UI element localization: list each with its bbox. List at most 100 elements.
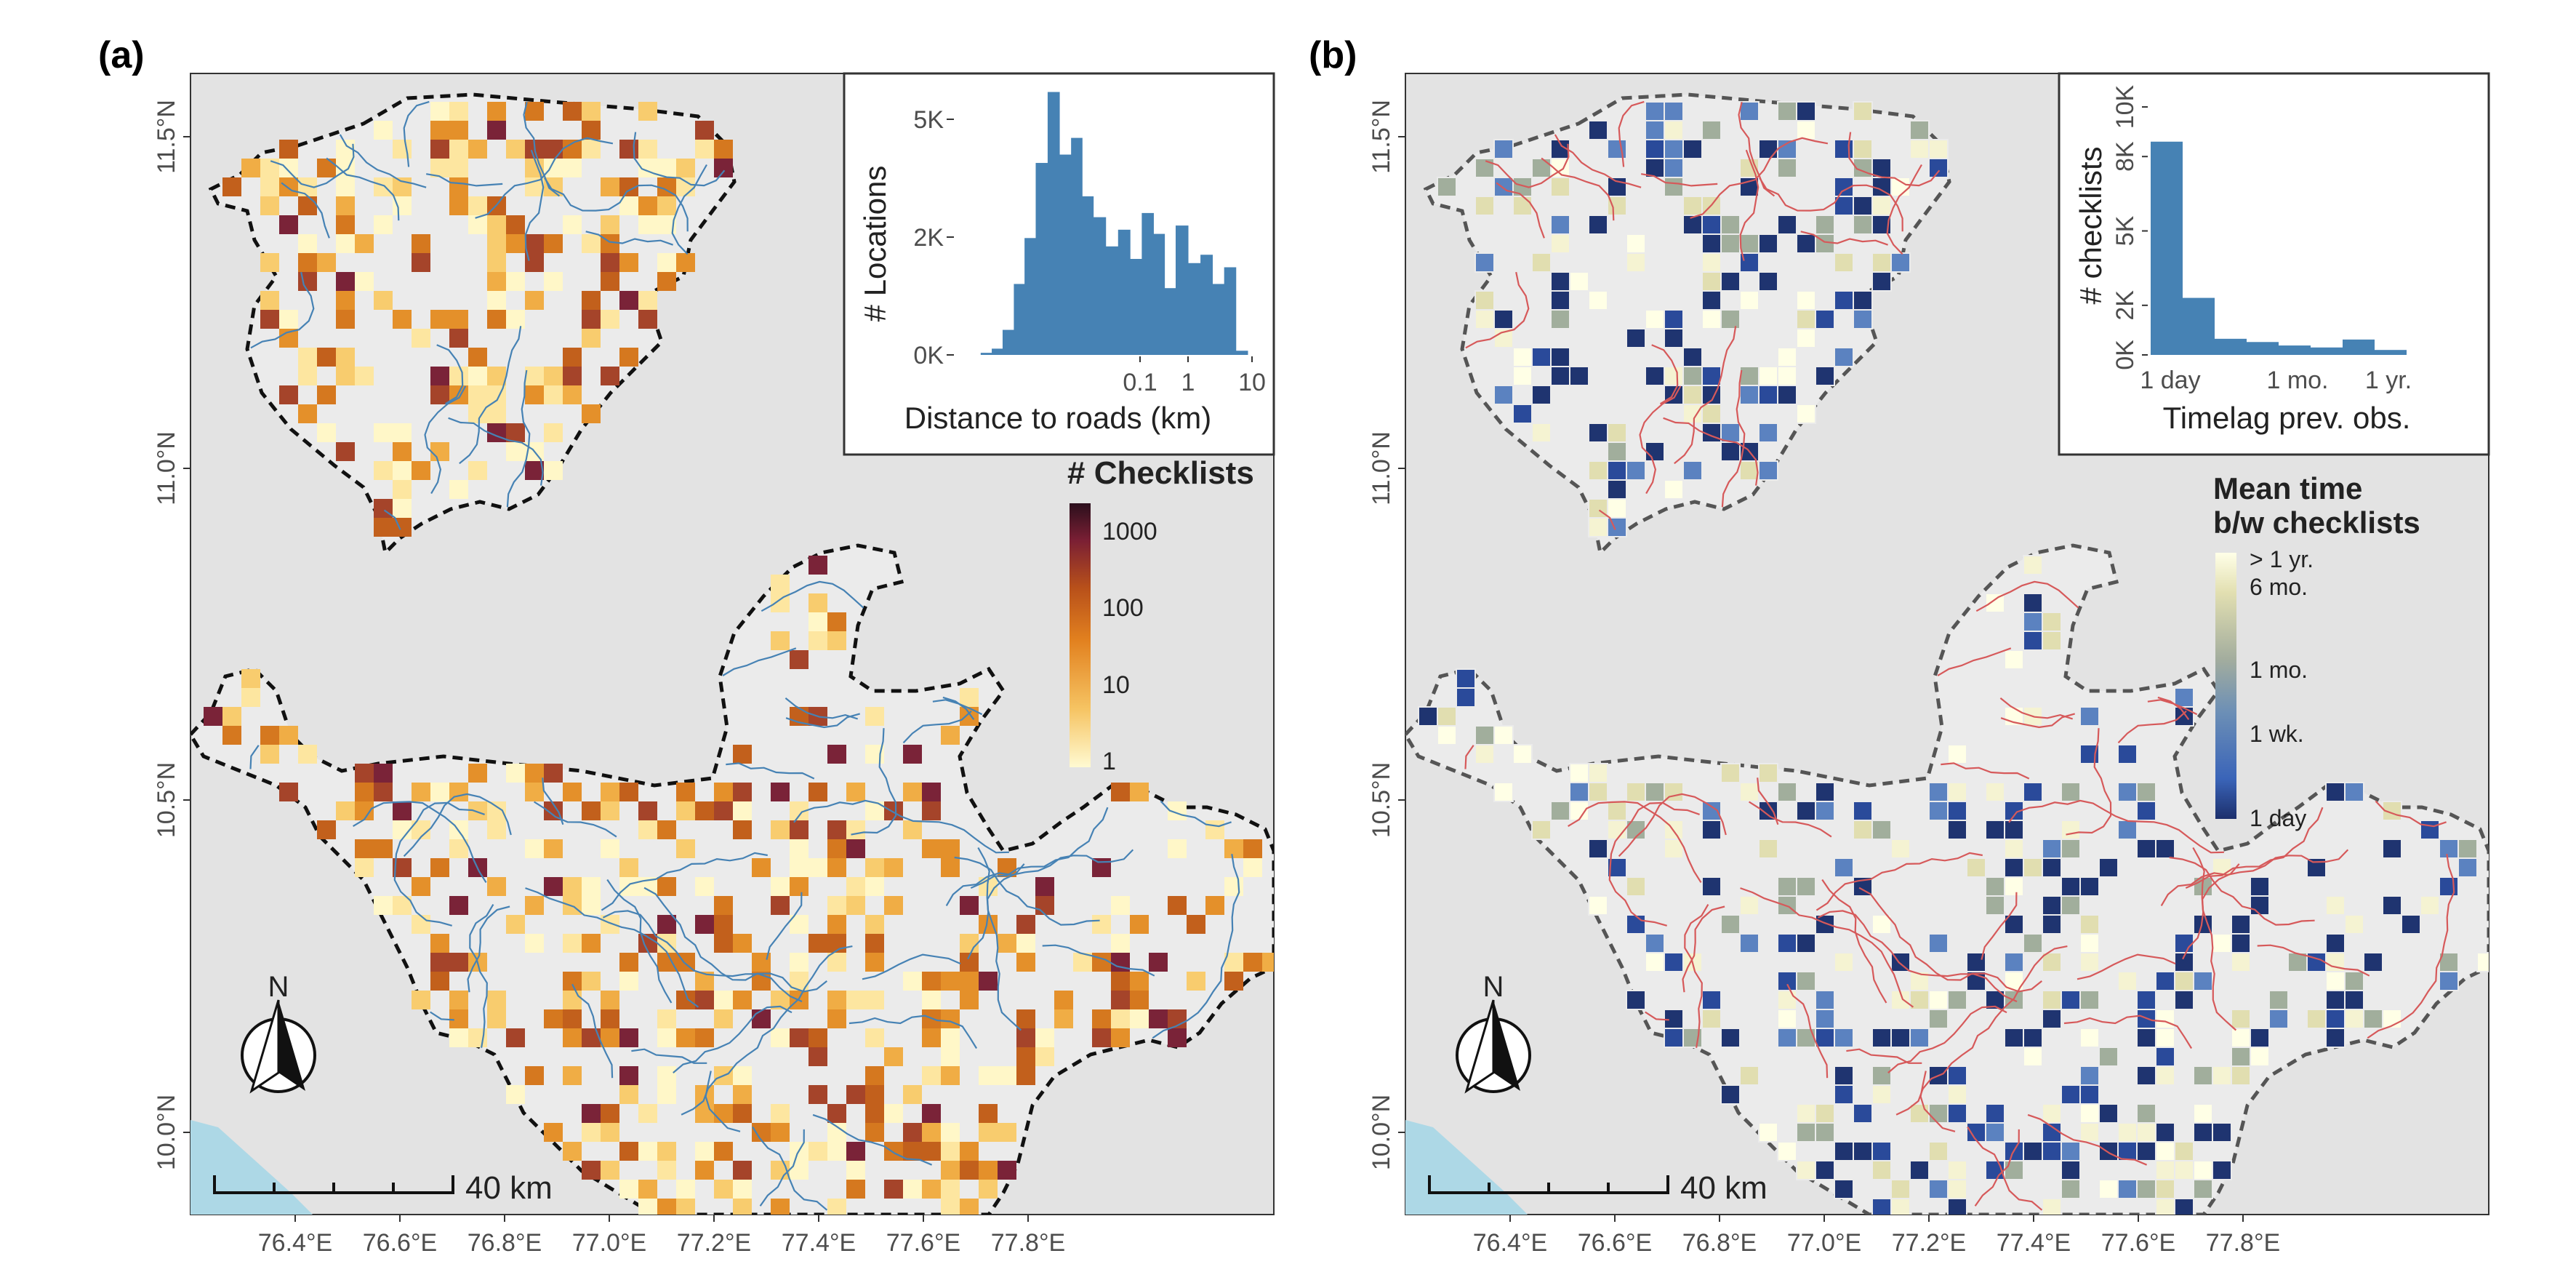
legend-colorbar bbox=[1070, 503, 1091, 767]
legend-tick: 1 day bbox=[2250, 805, 2306, 831]
inset-y-tick: 10K bbox=[2111, 84, 2139, 129]
histogram-bar bbox=[2279, 345, 2311, 355]
inset-y-tick: 0K bbox=[913, 342, 944, 369]
inset-y-tick: 5K bbox=[2111, 215, 2139, 246]
x-axis-tick: 77.6°E bbox=[2101, 1229, 2175, 1257]
inset-x-tick: 10 bbox=[1238, 369, 1266, 396]
x-axis-tick: 76.4°E bbox=[1473, 1229, 1547, 1257]
distance-histogram-bars bbox=[980, 92, 1253, 362]
histogram-bar bbox=[2375, 350, 2407, 355]
histogram-bar bbox=[2151, 141, 2183, 355]
y-axis-tick: 10.5°N bbox=[1368, 762, 1395, 838]
inset-x-tick: 1 yr. bbox=[2365, 367, 2412, 394]
legend-colorbar bbox=[2215, 553, 2236, 819]
checklist-grid-cells bbox=[204, 102, 1274, 1215]
inset-x-label: Timelag prev. obs. bbox=[2163, 401, 2411, 435]
road-network bbox=[1464, 100, 2455, 1211]
legend-title-line2: b/w checklists bbox=[2213, 505, 2420, 540]
panel-b: (b) Timelag prev. obs. # checklists 10K 8… bbox=[1309, 34, 2490, 1257]
sea-polygon bbox=[190, 1120, 313, 1215]
histogram-bar bbox=[2183, 297, 2215, 355]
inset-y-label: # Locations bbox=[858, 166, 892, 322]
y-axis-tick: 11.0°N bbox=[1368, 431, 1395, 505]
timelag-histogram-inset: Timelag prev. obs. # checklists 10K 8K 5K 2… bbox=[2058, 72, 2490, 456]
x-axis-tick: 77.2°E bbox=[1892, 1229, 1966, 1257]
legend-tick: 1 wk. bbox=[2250, 721, 2304, 747]
x-axis-tick: 77.4°E bbox=[1997, 1229, 2071, 1257]
histogram-bar bbox=[2311, 347, 2343, 355]
inset-y-tick: 5K bbox=[913, 106, 944, 134]
north-arrow-icon: N bbox=[241, 971, 316, 1094]
north-arrow-icon: N bbox=[1456, 971, 1531, 1094]
x-axis-tick: 77.0°E bbox=[572, 1229, 646, 1257]
panel-label: (b) bbox=[1309, 34, 1357, 76]
histogram-bar bbox=[1035, 163, 1048, 355]
sea-polygon bbox=[1405, 1120, 1528, 1215]
histogram-bar bbox=[1212, 284, 1225, 355]
road-network bbox=[249, 100, 1240, 1211]
histogram-bar bbox=[2343, 339, 2375, 355]
north-label: N bbox=[268, 971, 289, 1003]
inset-x-tick: 1 mo. bbox=[2266, 367, 2328, 394]
legend-tick: 100 bbox=[1102, 594, 1144, 622]
x-axis: 76.4°E 76.6°E 76.8°E 77.0°E 77.2°E 77.4°E 77.6… bbox=[1473, 1215, 2280, 1257]
histogram-bar bbox=[1153, 233, 1165, 355]
x-axis-tick: 76.6°E bbox=[363, 1229, 437, 1257]
y-axis: 11.5°N 11.0°N 10.5°N 10.0°N bbox=[1368, 100, 1405, 1170]
legend-title: # Checklists bbox=[1067, 455, 1254, 491]
histogram-bar bbox=[1130, 259, 1142, 355]
histogram-bar bbox=[1105, 246, 1119, 355]
panel-label: (a) bbox=[98, 34, 145, 76]
y-axis-tick: 11.0°N bbox=[153, 431, 180, 505]
histogram-bar bbox=[1224, 267, 1237, 355]
scale-label: 40 km bbox=[1680, 1170, 1768, 1206]
inset-y-tick: 8K bbox=[2111, 141, 2139, 172]
scale-bar: 40 km bbox=[213, 1170, 553, 1206]
timelag-legend: Mean time b/w checklists > 1 yr. 6 mo. 1… bbox=[2213, 471, 2420, 831]
histogram-bar bbox=[1164, 288, 1176, 355]
distance-histogram-inset: Distance to roads (km) # Locations 5K 2K… bbox=[843, 72, 1275, 456]
histogram-bar bbox=[1188, 263, 1201, 355]
histogram-bar bbox=[1024, 238, 1036, 355]
north-label: N bbox=[1483, 971, 1504, 1003]
histogram-bar bbox=[1014, 284, 1025, 355]
y-axis-tick: 11.5°N bbox=[1368, 100, 1395, 174]
histogram-bar bbox=[980, 353, 992, 355]
histogram-bar bbox=[2247, 342, 2279, 355]
legend-title-line1: Mean time bbox=[2213, 471, 2362, 505]
scale-label: 40 km bbox=[465, 1170, 553, 1206]
inset-x-tick: 1 bbox=[1181, 369, 1195, 396]
histogram-bar bbox=[1059, 154, 1072, 356]
panel-a: (a) Distance to roads (km) # Locations 5… bbox=[98, 34, 1275, 1257]
x-axis-tick: 77.6°E bbox=[886, 1229, 960, 1257]
x-axis-tick: 77.8°E bbox=[991, 1229, 1065, 1257]
inset-y-label: # checklists bbox=[2074, 146, 2108, 304]
histogram-bar bbox=[1071, 137, 1083, 355]
y-axis-tick: 10.0°N bbox=[153, 1095, 180, 1170]
y-axis-tick: 11.5°N bbox=[153, 100, 180, 174]
y-axis: 11.5°N 11.0°N 10.5°N 10.0°N bbox=[153, 100, 190, 1170]
legend-tick: 1 bbox=[1102, 748, 1116, 775]
histogram-bar bbox=[992, 348, 1003, 355]
x-axis-tick: 77.8°E bbox=[2206, 1229, 2280, 1257]
inset-x-label: Distance to roads (km) bbox=[904, 401, 1211, 435]
legend-tick: 1000 bbox=[1102, 518, 1157, 545]
inset-y-tick: 0K bbox=[2111, 340, 2139, 370]
y-axis-tick: 10.5°N bbox=[153, 762, 180, 838]
inset-y-tick: 2K bbox=[2111, 290, 2139, 321]
x-axis-tick: 77.4°E bbox=[782, 1229, 856, 1257]
timelag-histogram-bars bbox=[2151, 141, 2407, 355]
histogram-bar bbox=[1141, 212, 1154, 355]
legend-tick: 10 bbox=[1102, 671, 1130, 699]
histogram-bar bbox=[1093, 217, 1107, 355]
inset-y-tick: 2K bbox=[913, 224, 944, 252]
x-axis-tick: 76.8°E bbox=[1682, 1229, 1757, 1257]
legend-tick: 6 mo. bbox=[2250, 574, 2308, 600]
x-axis-tick: 76.4°E bbox=[258, 1229, 332, 1257]
y-axis-tick: 10.0°N bbox=[1368, 1095, 1395, 1170]
scale-bar: 40 km bbox=[1428, 1170, 1768, 1206]
histogram-bar bbox=[1002, 329, 1014, 355]
x-axis-tick: 76.6°E bbox=[1578, 1229, 1652, 1257]
histogram-bar bbox=[1047, 92, 1060, 355]
